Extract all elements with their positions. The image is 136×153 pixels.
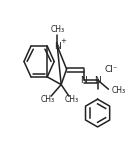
Text: +: + (61, 38, 67, 44)
Text: CH₃: CH₃ (112, 86, 126, 95)
Text: CH₃: CH₃ (40, 95, 54, 104)
Text: CH₃: CH₃ (50, 25, 64, 34)
Text: N: N (94, 76, 101, 85)
Text: CH₃: CH₃ (65, 95, 79, 104)
Text: N: N (54, 42, 61, 51)
Text: Cl⁻: Cl⁻ (105, 65, 118, 74)
Text: N: N (80, 76, 87, 85)
